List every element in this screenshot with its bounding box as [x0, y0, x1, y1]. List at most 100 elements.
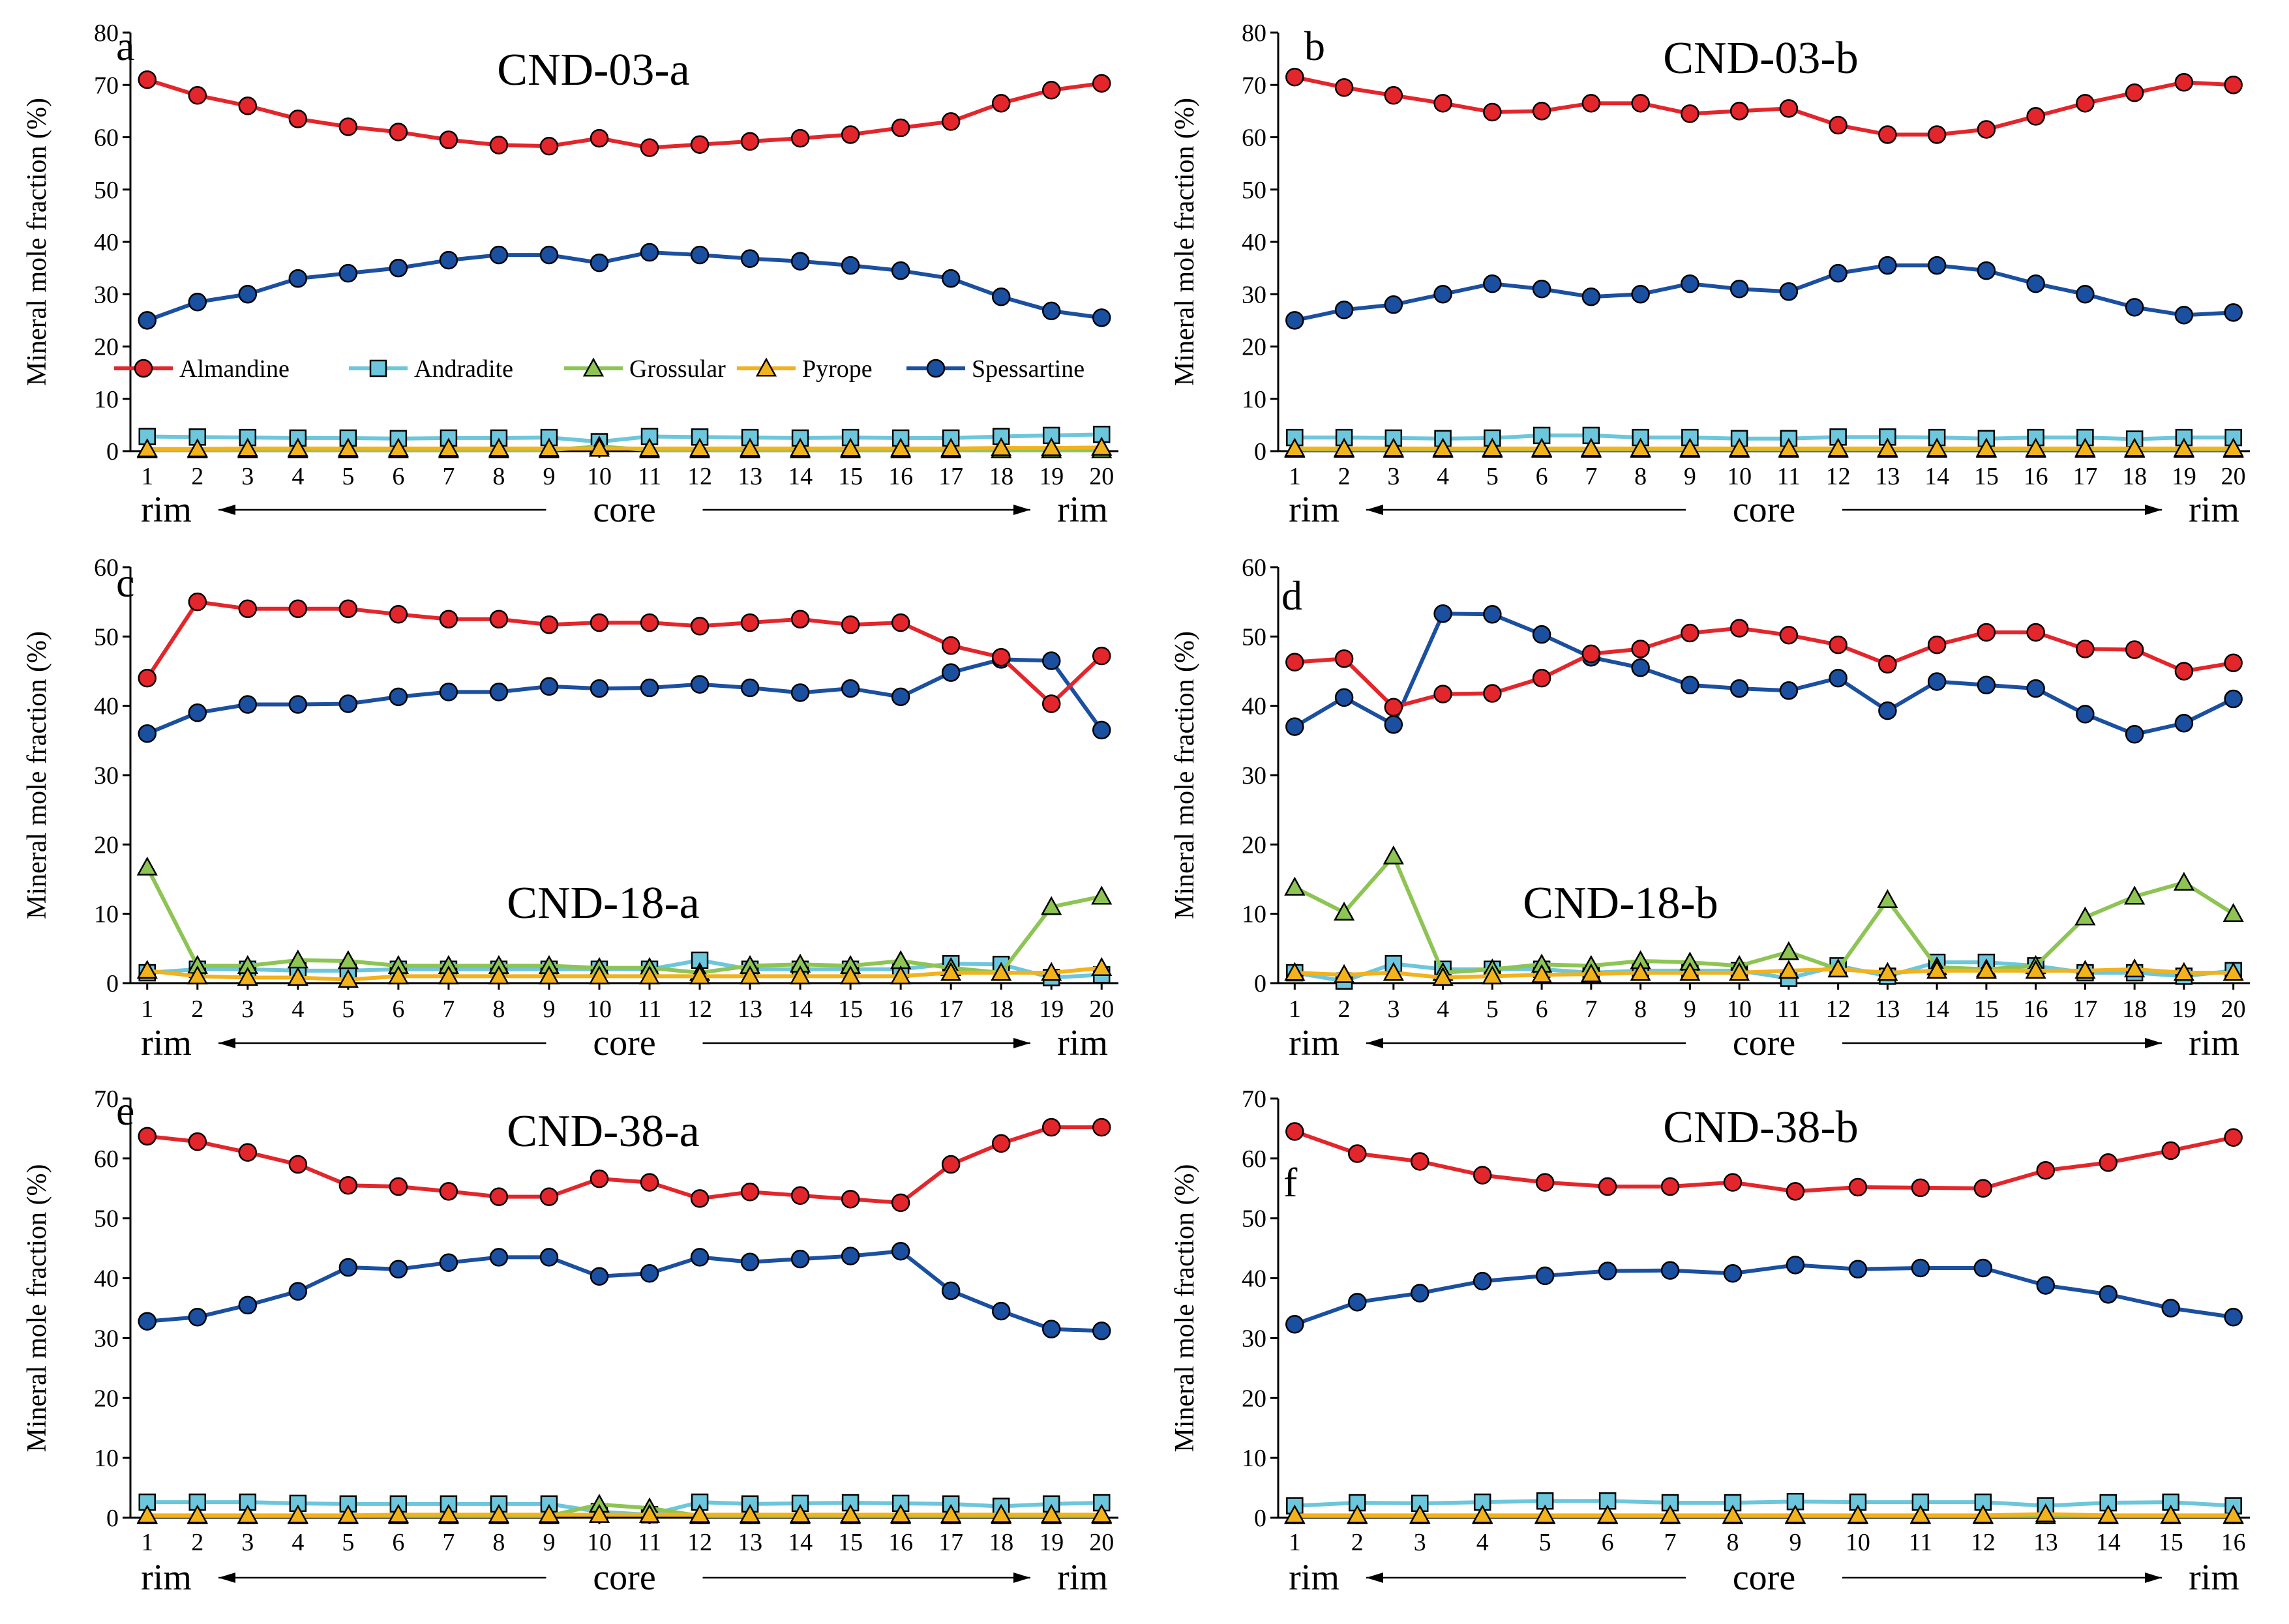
data-point-almandine — [2174, 72, 2194, 92]
data-point-almandine — [1729, 102, 1749, 121]
data-point-almandine — [1433, 94, 1452, 113]
data-point-grossular — [1333, 901, 1355, 921]
data-point-pyrope — [1432, 437, 1454, 457]
data-point-spessartine — [790, 683, 810, 702]
data-point-spessartine — [740, 1252, 760, 1272]
data-point-spessartine — [539, 1248, 559, 1267]
data-point-almandine — [1977, 623, 1996, 642]
x-tick-label: 2 — [1338, 463, 1351, 490]
data-point-pyrope — [638, 437, 661, 457]
data-point-almandine — [1786, 1182, 1805, 1201]
data-point-pyrope — [1383, 437, 1404, 457]
data-point-spessartine — [2174, 306, 2194, 325]
data-point-pyrope — [1409, 1504, 1431, 1524]
data-point-almandine — [1041, 1117, 1061, 1137]
x-tick-label: 11 — [638, 996, 662, 1023]
data-point-almandine — [690, 135, 710, 154]
legend-marker — [134, 359, 153, 378]
data-point-pyrope — [2173, 962, 2195, 981]
x-tick-label: 10 — [587, 996, 612, 1023]
data-point-spessartine — [1681, 274, 1699, 293]
data-point-almandine — [1410, 1152, 1429, 1171]
data-point-almandine — [640, 1173, 659, 1192]
data-point-pyrope — [237, 1504, 258, 1524]
data-point-almandine — [288, 599, 308, 619]
x-tick-label: 11 — [638, 1529, 662, 1556]
data-point-pyrope — [1041, 962, 1062, 981]
x-tick-label: 1 — [1289, 1529, 1301, 1556]
data-point-pyrope — [689, 965, 711, 984]
y-axis-label: Mineral mole fraction (%) — [22, 1164, 52, 1453]
data-point-almandine — [2026, 107, 2045, 126]
data-point-spessartine — [1041, 651, 1061, 670]
series-pyrope — [1284, 958, 2244, 986]
x-tick-label: 8 — [492, 1529, 505, 1556]
x-tick-label: 12 — [1826, 996, 1851, 1023]
data-point-pyrope — [2097, 1504, 2119, 1524]
x-tick-label: 6 — [1536, 463, 1548, 490]
data-point-pyrope — [689, 1503, 711, 1523]
data-point-pyrope — [739, 965, 761, 984]
data-point-almandine — [2224, 653, 2243, 672]
x-tick-label: 10 — [1727, 996, 1752, 1023]
x-tick-label: 16 — [2024, 463, 2048, 490]
x-tick-label: 17 — [2072, 463, 2097, 490]
data-point-spessartine — [690, 675, 710, 694]
data-point-grossular — [136, 856, 158, 876]
x-tick-label: 15 — [1974, 463, 1999, 490]
data-point-grossular — [1383, 845, 1404, 864]
data-point-pyrope — [1630, 962, 1651, 981]
caption-rim-right: rim — [2189, 1558, 2239, 1598]
data-point-almandine — [790, 1186, 810, 1205]
data-point-spessartine — [1348, 1293, 1367, 1312]
legend-item-spessartine: Spessartine — [906, 355, 1085, 383]
y-tick-label: 40 — [1242, 229, 1266, 256]
x-tick-label: 8 — [1727, 1529, 1739, 1556]
x-tick-label: 3 — [241, 1529, 254, 1556]
data-point-spessartine — [1041, 1320, 1061, 1338]
data-point-pyrope — [187, 965, 208, 984]
data-point-spessartine — [188, 293, 207, 312]
data-point-almandine — [138, 70, 157, 89]
data-point-almandine — [891, 1193, 910, 1213]
data-point-grossular — [2222, 903, 2244, 923]
data-point-pyrope — [538, 1503, 560, 1523]
series-almandine — [138, 1117, 1111, 1213]
data-point-spessartine — [2036, 1276, 2056, 1295]
x-tick-label: 9 — [543, 996, 555, 1023]
legend-item-almandine: Almandine — [114, 355, 290, 383]
x-tick-label: 13 — [1875, 996, 1900, 1023]
data-point-pyrope — [2025, 960, 2046, 979]
panel-title: CND-03-b — [1663, 33, 1858, 83]
series-pyrope — [136, 1503, 1113, 1524]
x-tick-label: 20 — [2221, 996, 2246, 1023]
x-tick-label: 17 — [2072, 996, 2097, 1023]
data-point-spessartine — [740, 249, 760, 268]
data-point-pyrope — [940, 1503, 962, 1523]
arrow-right-head — [1013, 505, 1030, 515]
x-tick-label: 9 — [543, 1529, 555, 1556]
x-tick-label: 2 — [1351, 1529, 1364, 1556]
series-andradite — [1286, 426, 2242, 448]
caption-core: core — [1733, 490, 1795, 530]
data-point-spessartine — [2161, 1299, 2180, 1318]
legend-label: Grossular — [629, 355, 726, 383]
data-point-almandine — [1829, 635, 1848, 655]
x-tick-label: 19 — [1039, 1529, 1064, 1556]
data-point-pyrope — [1041, 1503, 1062, 1523]
data-point-pyrope — [2173, 437, 2195, 457]
data-point-pyrope — [2035, 1503, 2056, 1522]
data-point-pyrope — [2222, 437, 2244, 457]
data-point-pyrope — [789, 437, 811, 457]
data-point-spessartine — [1927, 256, 1947, 275]
data-point-spessartine — [1729, 279, 1749, 299]
data-point-almandine — [1598, 1177, 1617, 1196]
data-point-pyrope — [839, 965, 861, 984]
y-axis-label: Mineral mole fraction (%) — [1170, 1164, 1200, 1453]
data-point-spessartine — [1829, 263, 1848, 283]
data-point-almandine — [439, 1182, 458, 1201]
y-axis-label: Mineral mole fraction (%) — [22, 631, 52, 919]
series-pyrope — [1284, 437, 2244, 457]
